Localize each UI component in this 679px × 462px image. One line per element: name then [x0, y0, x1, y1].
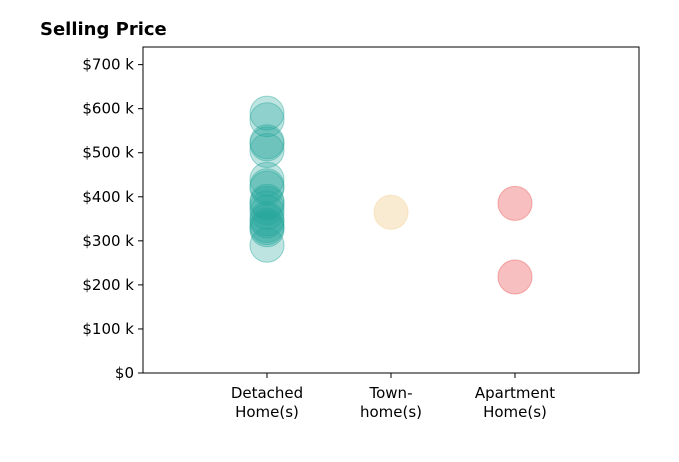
data-point-0-1	[249, 102, 285, 138]
data-point-0-16	[249, 212, 285, 248]
data-point-0-8	[249, 183, 285, 219]
y-tick-label-6: $600 k	[82, 100, 134, 118]
y-tick-label-5: $500 k	[82, 144, 134, 162]
data-point-0-2	[249, 124, 285, 160]
data-point-0-14	[249, 207, 285, 243]
data-point-0-3	[249, 126, 285, 162]
data-point-0-6	[249, 168, 285, 204]
data-point-2-0	[497, 185, 533, 221]
chart-title: Selling Price	[40, 19, 167, 40]
y-tick-label-2: $200 k	[82, 276, 134, 294]
x-tick-label-0: Detached Home(s)	[231, 384, 303, 421]
y-tick-label-0: $0	[115, 364, 134, 382]
data-point-0-11	[249, 194, 285, 230]
data-point-0-15	[249, 210, 285, 246]
data-point-0-13	[249, 203, 285, 239]
y-tick-label-4: $400 k	[82, 188, 134, 206]
data-point-0-17	[249, 227, 285, 263]
x-tick-label-1: Town-home(s)	[360, 384, 422, 421]
data-point-0-7	[249, 170, 285, 206]
data-point-2-1	[497, 259, 533, 295]
data-point-0-9	[249, 185, 285, 221]
y-tick-label-3: $300 k	[82, 232, 134, 250]
scatter-points	[249, 95, 533, 295]
y-tick-label-7: $700 k	[82, 56, 134, 74]
data-point-1-0	[373, 194, 409, 230]
data-point-0-5	[249, 161, 285, 197]
y-tick-label-1: $100 k	[82, 320, 134, 338]
y-axis: $0 $100 k $200 k $300 k $400 k $500 k $600 k $7…	[82, 56, 143, 382]
data-point-0-0	[249, 95, 285, 131]
data-point-0-10	[249, 190, 285, 226]
x-axis: Detached Home(s) Town-home(s) Apartment Home…	[231, 373, 555, 421]
data-point-0-12	[249, 201, 285, 237]
data-point-0-4	[249, 133, 285, 168]
x-tick-label-2: Apartment Home(s)	[475, 384, 555, 421]
